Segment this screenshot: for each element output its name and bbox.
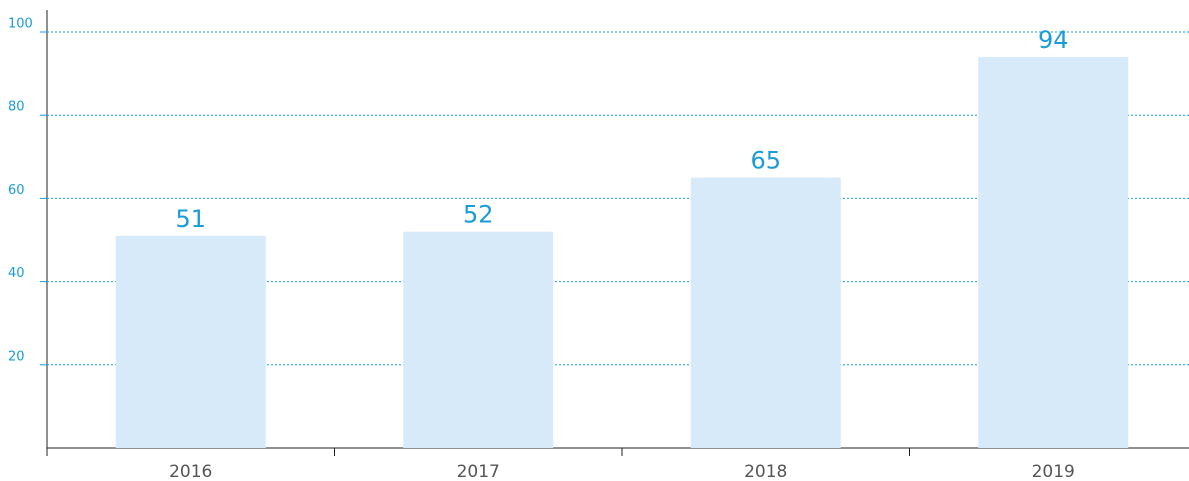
bar: [403, 231, 554, 448]
value-label: 94: [1038, 26, 1069, 54]
y-tick-label: 80: [8, 100, 25, 115]
x-tick-label: 2017: [457, 462, 500, 481]
value-label: 51: [175, 205, 206, 233]
x-tick-label: 2016: [169, 462, 212, 481]
x-tick-label: 2018: [744, 462, 787, 481]
y-tick-label: 60: [8, 183, 25, 198]
bar: [978, 56, 1129, 449]
x-tick-label: 2019: [1032, 462, 1075, 481]
bar: [690, 177, 841, 448]
value-label: 65: [750, 147, 781, 175]
y-tick-label: 100: [8, 17, 33, 32]
value-label: 52: [463, 201, 494, 229]
y-tick-label: 20: [8, 349, 25, 364]
y-tick-label: 40: [8, 266, 25, 281]
bar: [115, 235, 266, 448]
